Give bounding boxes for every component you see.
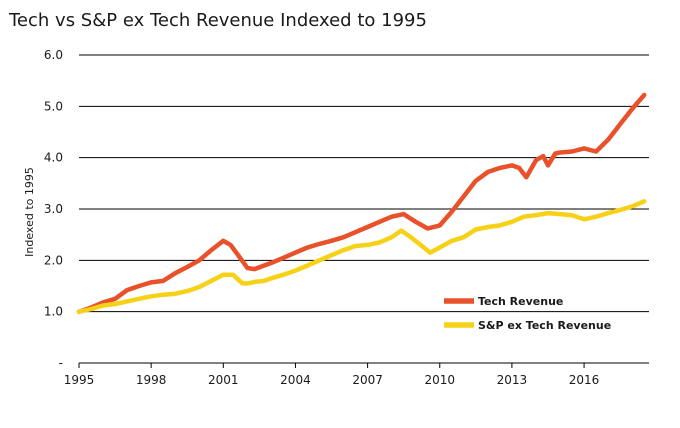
series-lines bbox=[76, 92, 647, 314]
x-tick-label-1: 1998 bbox=[136, 373, 167, 387]
y-tick-label-4: 4.0 bbox=[44, 151, 63, 165]
y-tick-label-6: 6.0 bbox=[44, 48, 63, 62]
x-tick-label-4: 2007 bbox=[352, 373, 383, 387]
series-line-1 bbox=[76, 199, 647, 314]
y-tick-label-1: 1.0 bbox=[44, 305, 63, 319]
x-tick-label-6: 2013 bbox=[497, 373, 528, 387]
x-tick-label-7: 2016 bbox=[569, 373, 600, 387]
chart-title: Tech vs S&P ex Tech Revenue Indexed to 1… bbox=[9, 10, 427, 31]
y-tick-label-0: - bbox=[59, 356, 63, 370]
y-axis: - 1.0 2.0 3.0 4.0 5.0 6.0 bbox=[44, 48, 63, 370]
x-tick-label-3: 2004 bbox=[280, 373, 311, 387]
x-tick-label-0: 1995 bbox=[64, 373, 95, 387]
gridlines bbox=[79, 54, 649, 313]
series-line-0 bbox=[76, 92, 647, 314]
x-tick-label-2: 2001 bbox=[208, 373, 239, 387]
y-axis-label: Indexed to 1995 bbox=[23, 167, 36, 257]
legend-label-1: S&P ex Tech Revenue bbox=[478, 319, 611, 332]
y-tick-label-2: 2.0 bbox=[44, 253, 63, 267]
y-tick-label-3: 3.0 bbox=[44, 202, 63, 216]
y-tick-label-5: 5.0 bbox=[44, 99, 63, 113]
x-tick-label-5: 2010 bbox=[424, 373, 455, 387]
x-axis: 1995 1998 2001 2004 2007 2010 2013 2016 bbox=[64, 362, 649, 387]
legend: Tech Revenue S&P ex Tech Revenue bbox=[444, 295, 611, 332]
legend-label-0: Tech Revenue bbox=[478, 295, 563, 308]
